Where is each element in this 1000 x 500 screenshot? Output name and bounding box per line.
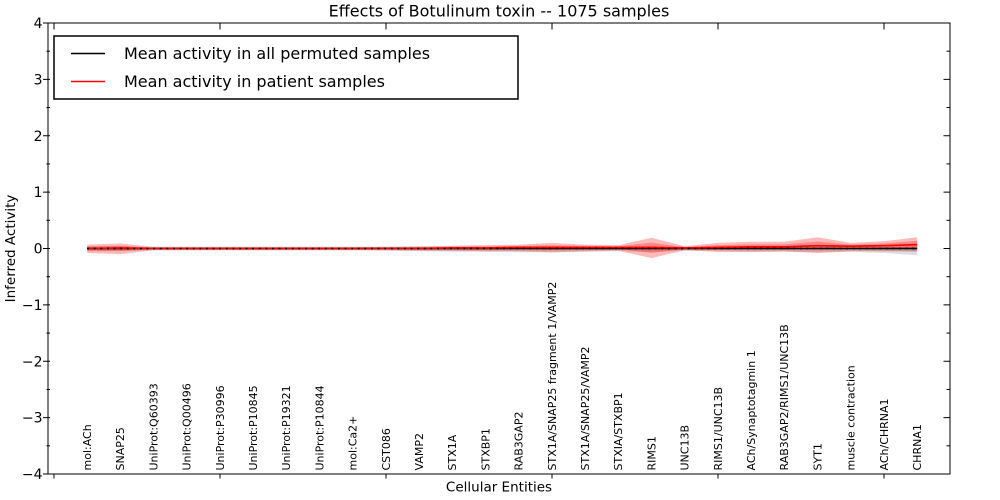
- y-tick-label: −1: [22, 298, 43, 314]
- x-category-label: STX1A/SNAP25/VAMP2: [579, 346, 592, 470]
- x-category-label: RIMS1/UNC13B: [712, 387, 725, 471]
- y-tick-label: 4: [34, 16, 43, 32]
- y-tick-label: 2: [34, 129, 43, 145]
- x-category-label: UniProt:Q00496: [181, 383, 194, 470]
- x-category-label: UNC13B: [679, 425, 692, 471]
- y-tick-label: 1: [34, 185, 43, 201]
- x-category-label: STXBP1: [479, 428, 492, 470]
- y-tick-label: −3: [22, 411, 43, 427]
- x-category-label: ACh/Synaptotagmin 1: [745, 350, 758, 470]
- x-category-label: muscle contraction: [845, 365, 858, 470]
- series-lines: [87, 243, 918, 250]
- x-category-label: RAB3GAP2: [513, 412, 526, 471]
- legend-entries: Mean activity in all permuted samples Mea…: [71, 44, 430, 91]
- y-axis-ticks: −4 −3 −2 −1 0 1 2 3 4: [22, 16, 950, 483]
- x-category-label: UniProt:P10845: [247, 385, 260, 470]
- x-category-labels: mol:ACh SNAP25 UniProt:Q60393 UniProt:Q0049…: [81, 282, 924, 471]
- x-category-label: SYT1: [811, 443, 824, 470]
- x-category-label: RIMS1: [645, 436, 658, 470]
- chart-title: Effects of Botulinum toxin -- 1075 sampl…: [329, 2, 670, 21]
- x-category-label: CHRNA1: [911, 424, 924, 470]
- y-tick-label: 0: [34, 242, 43, 258]
- x-axis-ticks: [53, 23, 885, 479]
- legend-label: Mean activity in patient samples: [124, 72, 385, 91]
- legend: Mean activity in all permuted samples Mea…: [53, 35, 519, 100]
- x-category-label: mol:ACh: [81, 424, 94, 470]
- confidence-band-inner: [87, 240, 918, 253]
- x-category-label: UniProt:P10844: [313, 385, 326, 470]
- legend-box: [53, 35, 519, 100]
- x-category-label: RAB3GAP2/RIMS1/UNC13B: [778, 324, 791, 470]
- x-category-label: STX1A: [446, 434, 459, 470]
- x-category-label: mol:Ca2+: [347, 416, 360, 471]
- x-category-label: UniProt:Q60393: [147, 383, 160, 470]
- legend-label: Mean activity in all permuted samples: [124, 44, 430, 63]
- y-axis-title: Inferred Activity: [3, 195, 19, 303]
- x-category-label: STX1A/SNAP25 fragment 1/VAMP2: [546, 282, 559, 471]
- y-tick-label: −4: [22, 467, 43, 483]
- y-tick-label: 3: [34, 72, 43, 88]
- y-tick-label: −2: [22, 354, 43, 370]
- x-category-label: VAMP2: [413, 433, 426, 470]
- x-category-label: STXIA/STXBP1: [612, 392, 625, 470]
- patient-mean-line: [87, 243, 918, 250]
- x-axis-title: Cellular Entities: [446, 480, 552, 496]
- x-category-label: ACh/CHRNA1: [878, 398, 891, 470]
- x-category-label: CST086: [380, 428, 393, 470]
- x-category-label: UniProt:P19321: [280, 385, 293, 470]
- x-category-label: SNAP25: [114, 427, 127, 470]
- x-category-label: UniProt:P30996: [214, 385, 227, 470]
